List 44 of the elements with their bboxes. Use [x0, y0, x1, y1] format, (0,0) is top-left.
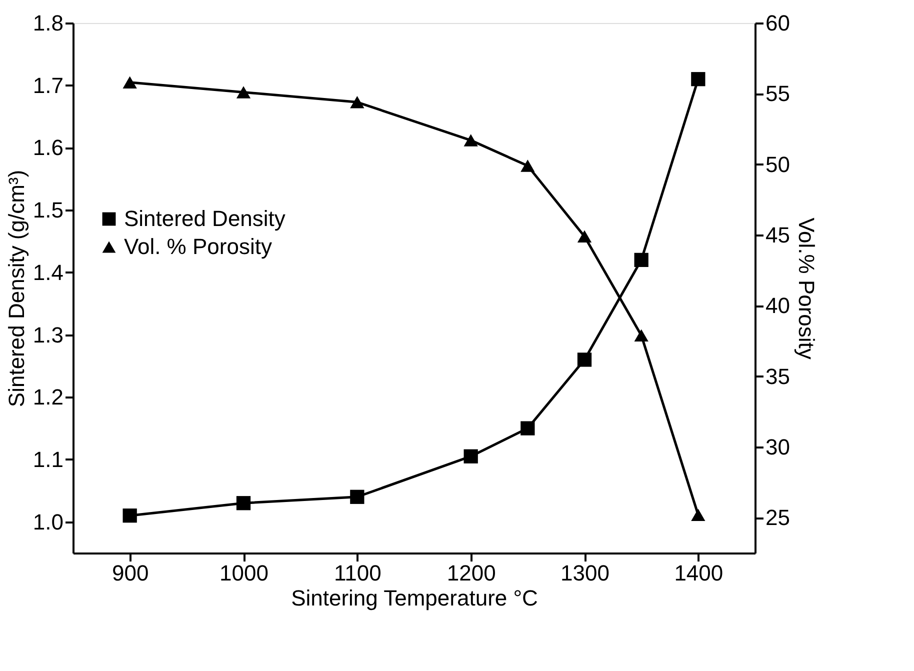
point: [577, 230, 592, 243]
point: [464, 134, 478, 146]
y-tick-label: 1.2: [32, 384, 64, 410]
legend-label: Sintered Density: [124, 206, 286, 231]
y-tick-label: 1.8: [32, 10, 64, 36]
y2-tick-label: 40: [766, 293, 790, 318]
y-tick-label: 1.0: [32, 509, 64, 534]
point: [520, 160, 535, 172]
y2-tick-label: 55: [766, 81, 790, 106]
point: [634, 329, 648, 342]
x-axis-title: Sintering Temperature °C: [291, 586, 538, 610]
y-tick-label: 1.4: [32, 260, 64, 285]
y-axis-title: Sintered Density (g/cm³): [4, 170, 29, 408]
y2-tick-label: 35: [766, 364, 790, 389]
x-tick-label: 900: [112, 560, 149, 586]
y2-tick-label: 45: [766, 222, 790, 248]
point: [236, 86, 251, 98]
point: [350, 490, 364, 504]
y2-axis-title: Vol.% Porosity: [794, 218, 819, 360]
x-tick-label: 1100: [334, 560, 382, 586]
point: [520, 421, 535, 436]
y2-tick-label: 60: [766, 10, 790, 36]
y-tick-label: 1.5: [32, 198, 64, 223]
point: [634, 252, 648, 268]
x-tick-label: 1400: [674, 560, 724, 586]
x-tick-label: 1200: [446, 560, 496, 586]
point: [122, 508, 137, 523]
point: [464, 449, 478, 464]
y-tick-label: 1.1: [32, 446, 64, 472]
legend-label: Vol. % Porosity: [124, 234, 272, 259]
x-tick-label: 1000: [220, 560, 268, 586]
point: [122, 76, 137, 88]
point: [691, 508, 706, 521]
y-tick-label: 1.7: [32, 72, 64, 98]
y-tick-label: 1.3: [32, 322, 64, 348]
y2-tick-label: 30: [766, 434, 790, 460]
y2-tick-label: 25: [766, 505, 790, 530]
point: [577, 352, 592, 367]
y2-tick-label: 50: [766, 152, 790, 177]
y-tick-label: 1.6: [32, 135, 64, 160]
x-tick-label: 1300: [560, 560, 610, 586]
point: [236, 496, 251, 510]
point: [691, 72, 706, 86]
point: [350, 96, 364, 108]
